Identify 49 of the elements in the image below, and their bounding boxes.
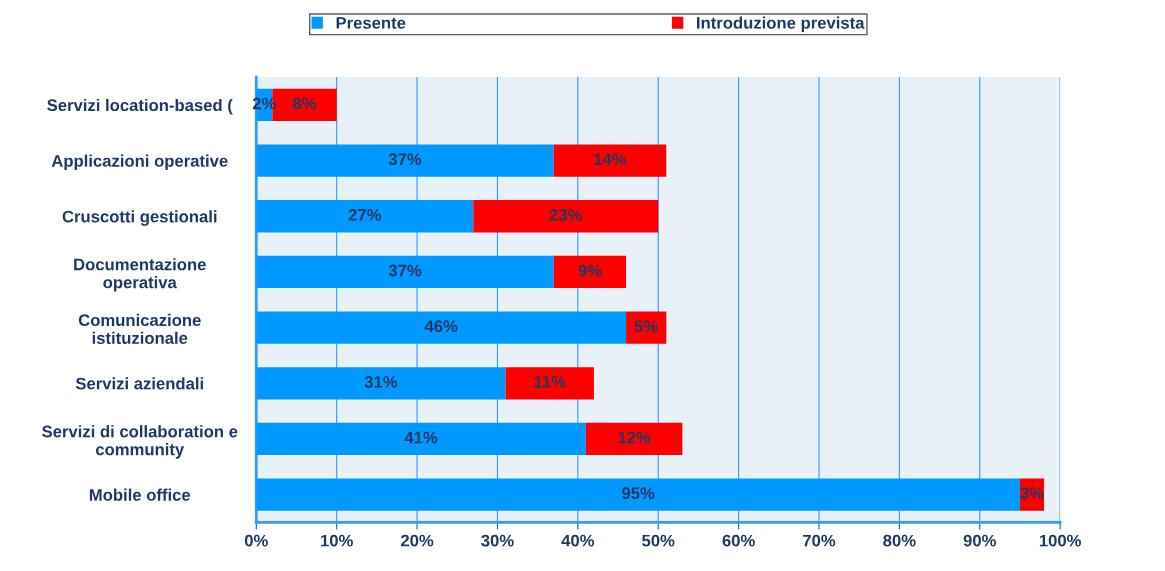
bar [256,200,474,233]
bar [553,255,627,289]
x-tick-label: 50% [642,534,675,547]
data-label: 8% [293,97,317,110]
y-tick-label: Servizi aziendali [75,377,203,390]
y-tick-label: Servizi di collaboration e community [42,425,238,459]
data-label: 11% [534,376,566,388]
bar [626,311,667,344]
data-label: 5% [634,320,658,333]
x-tick-label: 100% [1039,534,1082,547]
x-tick-label: 40% [561,534,595,547]
bar [256,255,554,289]
data-label: 23% [549,208,583,221]
y-tick-label: Mobile office [89,488,191,501]
legend-label: Introduzione prevista [697,16,865,33]
data-label: 46% [424,320,458,333]
y-tick-label: Documentazione operativa [74,258,206,292]
data-label: 3% [1020,487,1044,500]
data-label: 41% [404,431,438,444]
data-label: 37% [388,264,422,277]
x-tick-label: 20% [400,534,434,547]
x-tick-label: 90% [963,534,997,547]
bar [256,311,627,344]
bar [473,200,659,233]
x-tick-label: 60% [722,534,755,547]
x-tick-label: 80% [883,534,916,547]
data-label: 37% [388,153,422,166]
x-tick-label: 10% [321,534,353,547]
y-tick-label: Servizi location-based ( [47,98,233,115]
y-tick-label: Applicazioni operative [51,154,228,171]
bar [256,367,506,400]
x-tick-label: 0% [244,534,268,547]
bar [585,422,683,456]
data-label: 27% [348,208,382,221]
bar [256,144,554,177]
x-tick-label: 30% [481,534,514,547]
data-label: 12% [618,431,651,444]
bar [553,144,667,177]
data-label: 14% [594,153,627,166]
bar [256,422,586,456]
x-tick-label: 70% [803,534,836,547]
y-tick-label: Comunicazione istituzionale [78,313,201,344]
bar [505,367,594,400]
legend-label: Presente [336,17,406,29]
bar [256,478,1020,511]
data-label: 31% [364,375,398,388]
data-label: 9% [578,264,602,277]
data-label: 95% [622,487,655,500]
y-tick-label: Cruscotti gestionali [62,210,217,226]
